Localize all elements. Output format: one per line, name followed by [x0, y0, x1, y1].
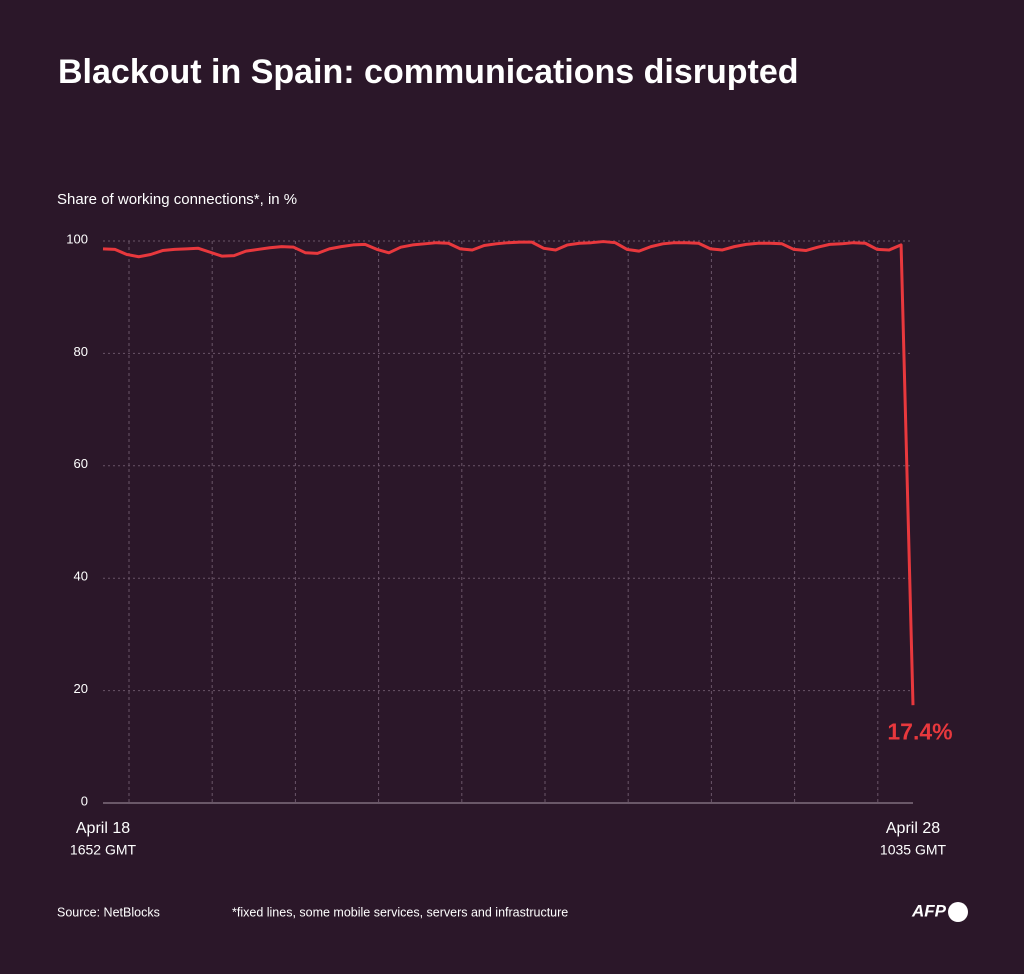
x-tick-label: April 28 — [886, 820, 940, 837]
footnote: *fixed lines, some mobile services, serv… — [232, 905, 568, 919]
y-tick-label: 20 — [74, 681, 88, 696]
y-tick-label: 100 — [66, 231, 88, 246]
logo: AFP — [911, 901, 947, 920]
value-label: 17.4% — [887, 718, 952, 744]
y-tick-label: 0 — [81, 793, 88, 808]
y-tick-label: 80 — [74, 344, 88, 359]
source: Source: NetBlocks — [57, 905, 160, 919]
y-axis-label: Share of working connections*, in % — [57, 191, 297, 208]
y-tick-label: 40 — [74, 569, 88, 584]
x-tick-sublabel: 1652 GMT — [70, 842, 137, 858]
chart-title: Blackout in Spain: communications disrup… — [58, 53, 799, 91]
data-line — [102, 240, 915, 706]
logo-circle — [948, 902, 968, 922]
x-tick-sublabel: 1035 GMT — [880, 842, 947, 858]
y-tick-label: 60 — [74, 456, 88, 471]
x-tick-label: April 18 — [76, 820, 130, 837]
